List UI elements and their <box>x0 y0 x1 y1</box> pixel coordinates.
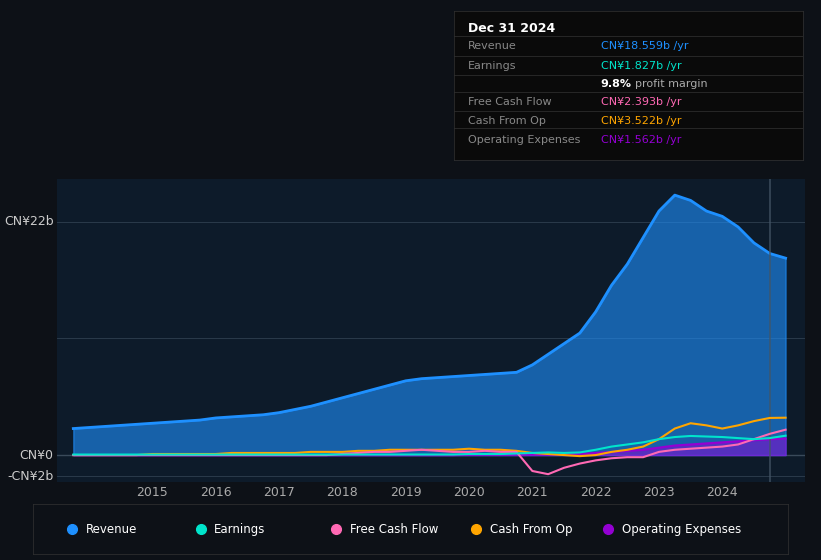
Text: 9.8%: 9.8% <box>601 79 631 88</box>
Text: Revenue: Revenue <box>468 41 516 51</box>
Text: CN¥2.393b /yr: CN¥2.393b /yr <box>601 97 681 108</box>
Text: Revenue: Revenue <box>85 522 137 536</box>
Text: Earnings: Earnings <box>214 522 265 536</box>
Text: CN¥1.562b /yr: CN¥1.562b /yr <box>601 135 681 145</box>
Text: CN¥1.827b /yr: CN¥1.827b /yr <box>601 61 681 71</box>
Text: CN¥3.522b /yr: CN¥3.522b /yr <box>601 116 681 126</box>
Text: CN¥22b: CN¥22b <box>4 215 53 228</box>
Text: CN¥0: CN¥0 <box>20 449 53 461</box>
Text: Earnings: Earnings <box>468 61 516 71</box>
Text: Cash From Op: Cash From Op <box>468 116 546 126</box>
Text: Operating Expenses: Operating Expenses <box>468 135 580 145</box>
Text: Cash From Op: Cash From Op <box>490 522 572 536</box>
Text: Free Cash Flow: Free Cash Flow <box>350 522 438 536</box>
Text: Operating Expenses: Operating Expenses <box>622 522 741 536</box>
Text: Dec 31 2024: Dec 31 2024 <box>468 22 555 35</box>
Text: Free Cash Flow: Free Cash Flow <box>468 97 552 108</box>
Text: profit margin: profit margin <box>635 79 708 88</box>
Text: CN¥18.559b /yr: CN¥18.559b /yr <box>601 41 688 51</box>
Text: -CN¥2b: -CN¥2b <box>7 470 53 483</box>
